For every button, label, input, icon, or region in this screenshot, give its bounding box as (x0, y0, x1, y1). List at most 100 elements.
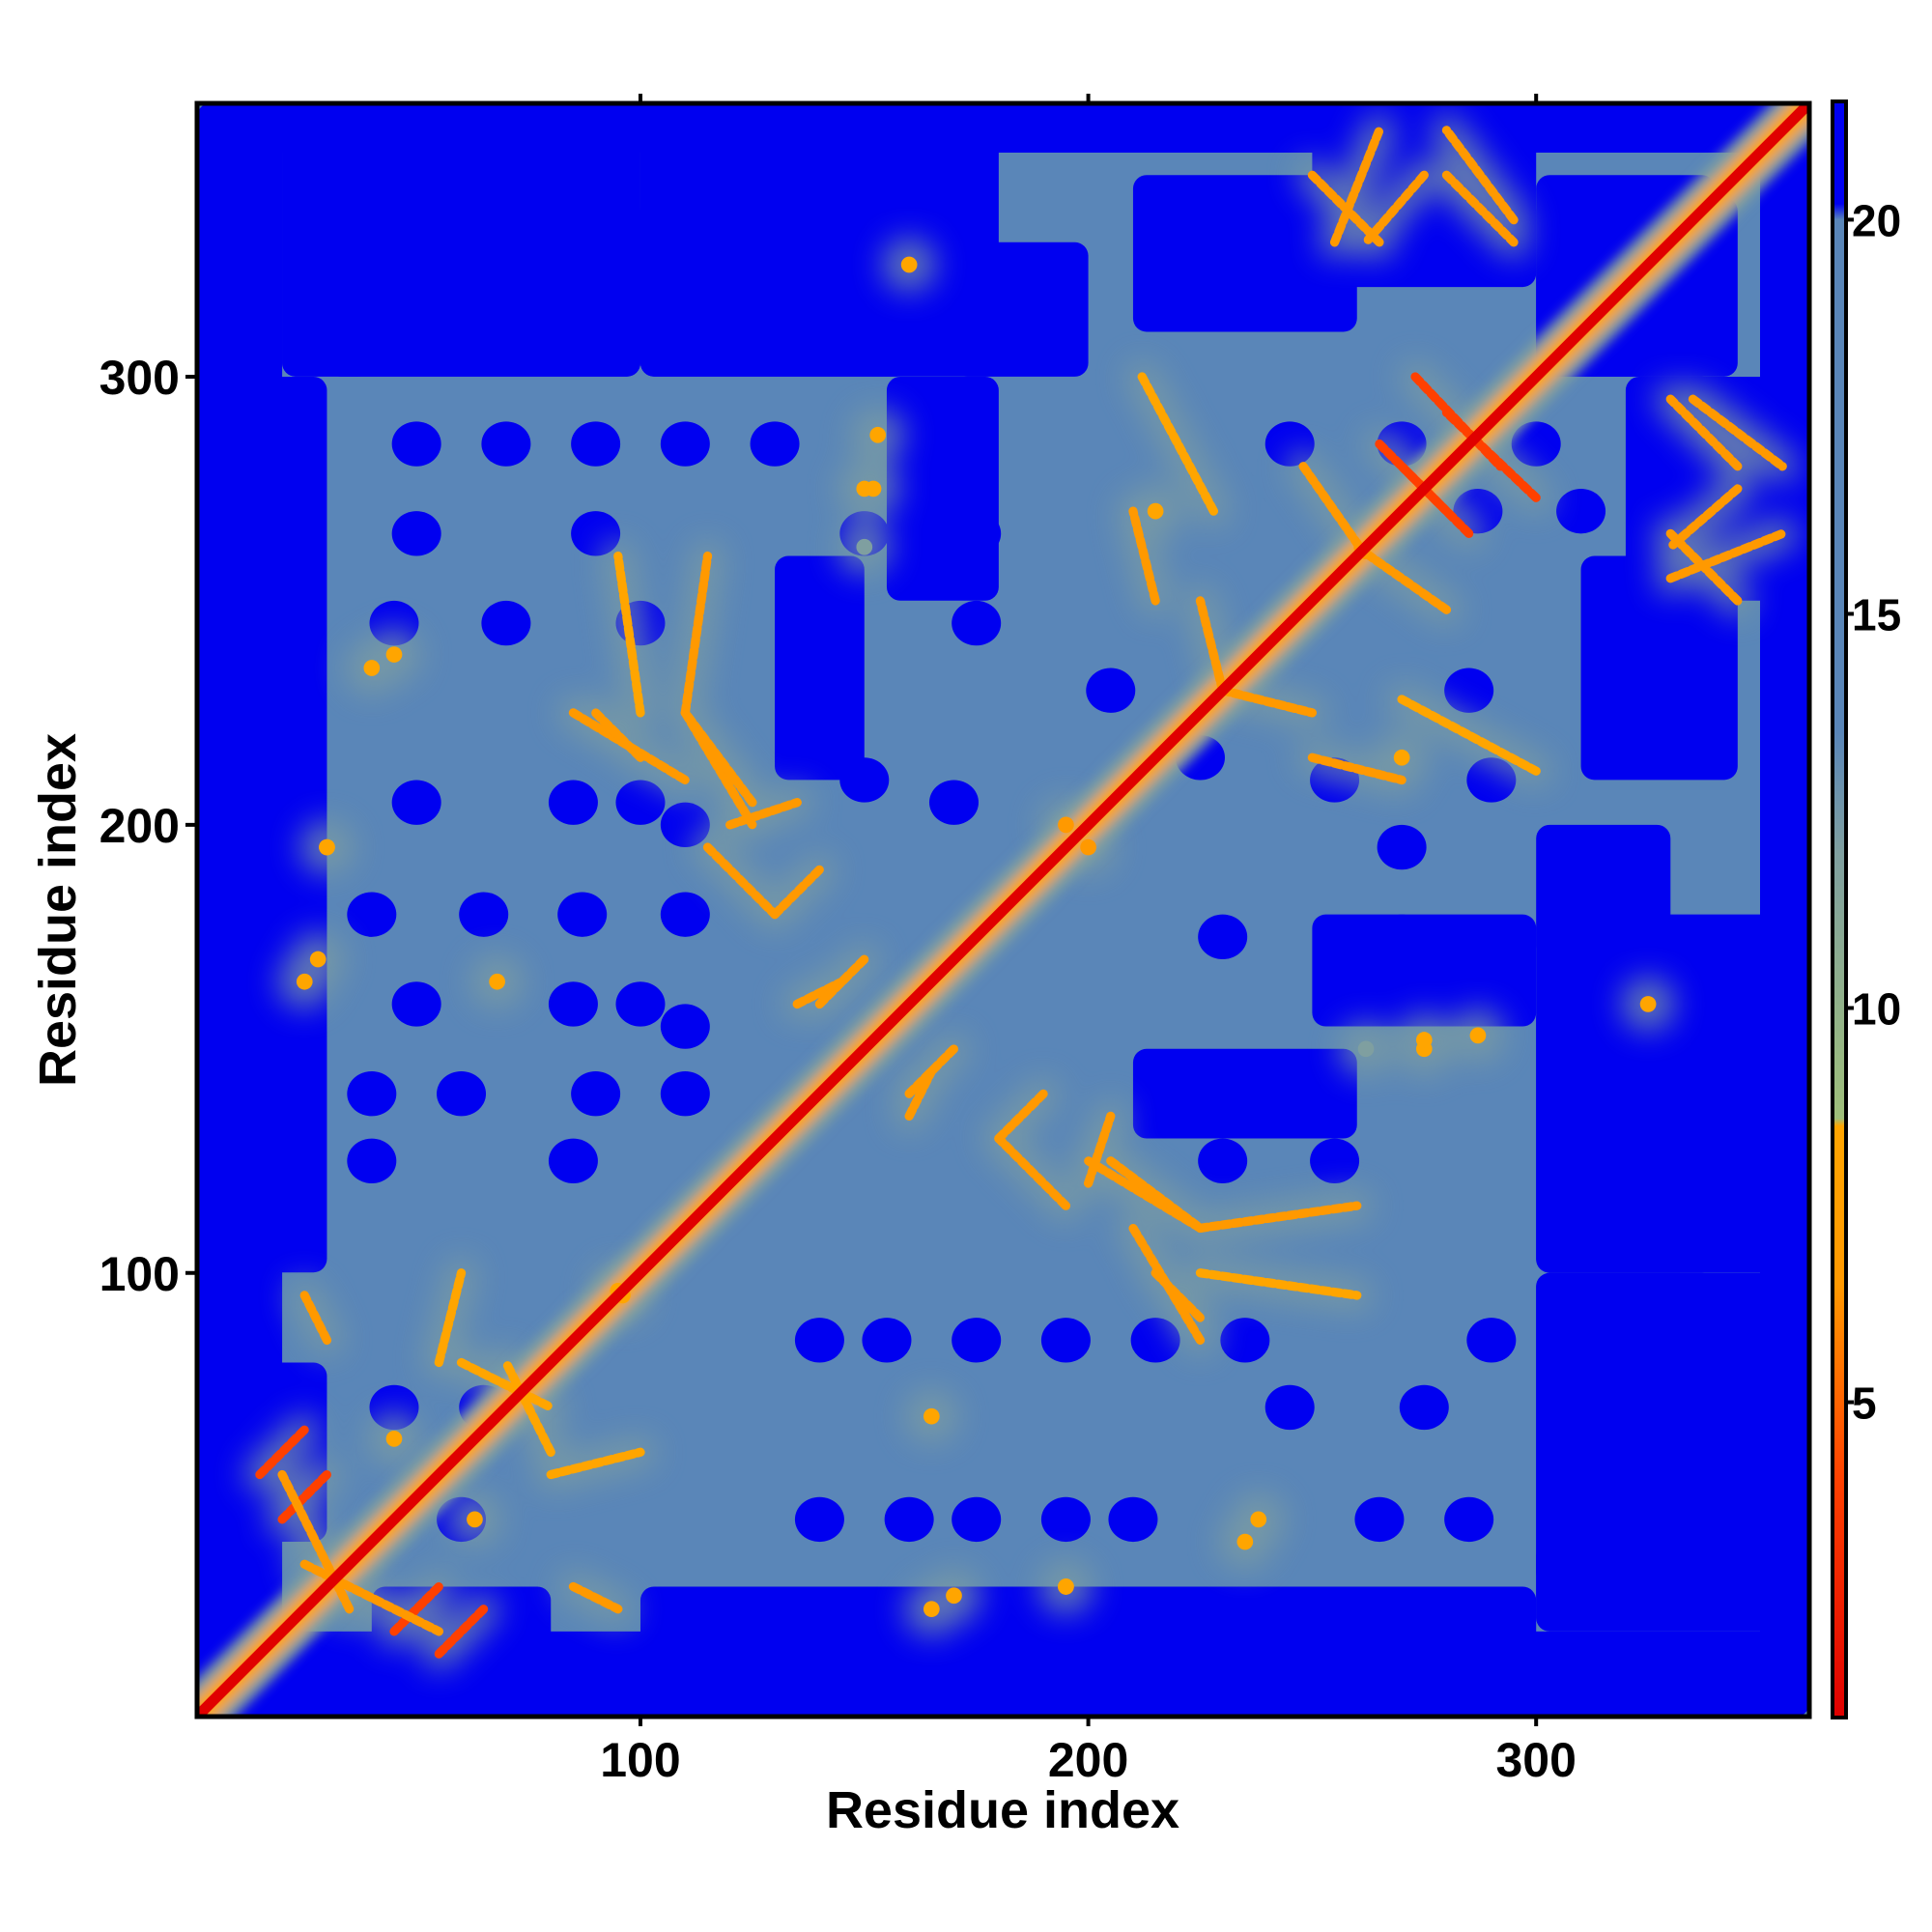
contact-feature-1-mirror (1665, 484, 1743, 552)
contact-feature-17-mirror (590, 708, 645, 762)
far-hole-43 (1264, 1384, 1315, 1431)
contact-feature-7-mirror (1329, 126, 1384, 247)
contact-spot-5 (1058, 1578, 1074, 1595)
far-hole-29 (794, 1318, 844, 1363)
far-hole-33 (1130, 1318, 1180, 1363)
far-hole-4 (750, 421, 800, 467)
far-hole-38 (884, 1496, 934, 1543)
far-hole-34 (1220, 1318, 1270, 1363)
contact-spot-10-mirror (1415, 1032, 1433, 1048)
contact-spot-11 (900, 256, 918, 273)
contact-feature-13 (725, 798, 802, 830)
contact-spot-15 (1080, 838, 1096, 856)
contact-spot-9-mirror (856, 538, 873, 555)
colorbar-tick-label-10: 10 (1852, 984, 1901, 1035)
x-tick-label-100: 100 (600, 1733, 680, 1787)
contact-feature-1 (1361, 170, 1429, 247)
contact-feature-26-mirror (434, 1268, 467, 1368)
plot-frame (194, 100, 1812, 1719)
contact-spot-8 (1469, 1027, 1487, 1044)
contact-feature-14-mirror (994, 1133, 1071, 1210)
contact-spot-5-mirror (319, 838, 335, 856)
contact-feature-3-mirror (1441, 408, 1541, 502)
far-hole-32 (1040, 1318, 1091, 1363)
far-hole-19 (391, 981, 441, 1027)
contact-features (255, 126, 1787, 1659)
far-hole-11 (548, 780, 598, 825)
far-hole-37 (794, 1496, 844, 1543)
far-hole-15 (347, 892, 397, 937)
far-hole-20 (548, 981, 598, 1027)
far-hole-44 (1399, 1384, 1449, 1431)
contact-feature-6-mirror (1441, 126, 1519, 225)
far-hole-0 (391, 421, 441, 467)
far-hole-25 (571, 1071, 621, 1117)
contact-feature-20-mirror (1397, 695, 1541, 776)
contact-feature-27 (568, 1581, 623, 1614)
x-axis: 100 200 300 (600, 94, 1577, 1787)
far-region-17 (1132, 1048, 1357, 1139)
far-hole-51 (1198, 1138, 1248, 1183)
far-hole-14 (235, 892, 285, 937)
contact-spot-6-mirror (385, 646, 403, 663)
colorbar-tick-label-5: 5 (1852, 1378, 1877, 1429)
colorbar-bar (1831, 99, 1848, 1719)
far-region-1-mirror (197, 103, 260, 1716)
contact-spot-4-mirror (309, 951, 327, 968)
contact-spot-0-mirror (923, 1601, 940, 1618)
contact-feature-27-mirror (299, 1291, 332, 1345)
main-diagonal (197, 103, 1809, 1717)
contact-feature-9-mirror (277, 1469, 332, 1524)
y-axis: 100 200 300 (99, 351, 197, 1301)
far-hole-2 (571, 421, 621, 467)
far-region-15 (639, 1586, 1537, 1655)
far-region-16 (1312, 914, 1537, 1027)
contact-feature-6 (1688, 394, 1787, 471)
far-hole-10 (391, 780, 441, 825)
far-hole-31 (952, 1318, 1002, 1363)
contact-feature-7 (1665, 528, 1787, 583)
contact-feature-26 (546, 1447, 645, 1480)
far-hole-47 (1354, 1496, 1405, 1543)
far-region-1 (197, 1654, 1809, 1717)
y-tick-label-100: 100 (99, 1247, 180, 1301)
far-hole-62 (1556, 488, 1606, 534)
contact-feature-2-mirror (1665, 394, 1743, 471)
contact-feature-18-mirror (680, 551, 713, 718)
contact-spot-2-mirror (1236, 1533, 1254, 1550)
contact-feature-17 (1151, 1268, 1206, 1322)
far-hole-61 (1511, 421, 1561, 467)
y-axis-title: Residue index (29, 733, 87, 1087)
far-hole-50 (1198, 914, 1248, 960)
far-hole-71 (705, 265, 755, 310)
far-hole-5 (391, 511, 441, 556)
far-hole-53 (1377, 914, 1427, 960)
contact-spot-10 (865, 480, 882, 497)
contact-spot-0 (296, 973, 313, 990)
contact-feature-16 (1106, 1156, 1206, 1233)
contact-feature-10 (299, 1559, 443, 1636)
far-hole-1 (481, 421, 531, 467)
colorbar-tick-label-20: 20 (1852, 195, 1901, 245)
contact-spot-3 (489, 973, 505, 990)
contact-feature-24 (994, 1089, 1048, 1144)
contact-feature-9 (389, 1581, 443, 1636)
contact-feature-21-mirror (1195, 596, 1228, 696)
far-region-13 (1536, 1272, 1809, 1632)
y-tick-label-200: 200 (99, 799, 180, 853)
colorbar: 5 10 15 20 (1831, 99, 1901, 1719)
far-region-4 (197, 103, 238, 377)
far-hole-70 (817, 265, 867, 310)
contact-feature-2 (1441, 170, 1519, 247)
contact-spot-12-mirror (1393, 749, 1410, 766)
far-hole-67 (952, 600, 1002, 646)
contact-feature-22 (1307, 753, 1406, 785)
far-hole-23 (347, 1071, 397, 1117)
contact-spot-2 (363, 660, 381, 676)
far-hole-69 (929, 780, 980, 825)
contact-spot-13-mirror (385, 1431, 403, 1447)
far-region-9-mirror (1580, 555, 1738, 781)
contact-feature-23-mirror (814, 954, 869, 1009)
contact-spot-3-mirror (923, 1407, 940, 1425)
